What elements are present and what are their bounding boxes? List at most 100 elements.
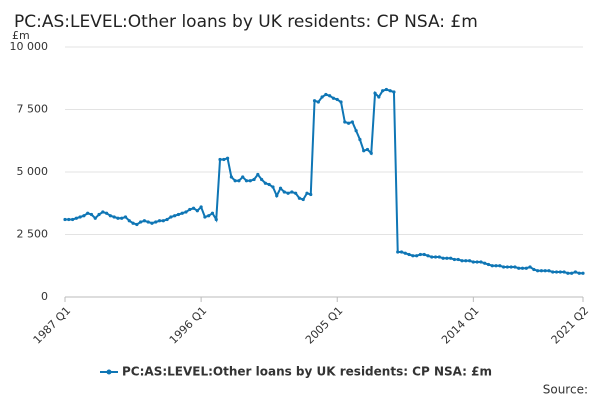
data-point (237, 179, 241, 183)
data-point (471, 260, 475, 264)
data-point (437, 255, 441, 259)
data-point (135, 222, 139, 227)
data-point (267, 182, 271, 187)
data-point (403, 251, 407, 255)
data-point (543, 269, 547, 273)
x-tick-label: 2005 Q1 (303, 304, 346, 347)
data-point (127, 219, 131, 223)
data-point (93, 216, 97, 220)
data-point (464, 259, 468, 263)
data-point (475, 260, 479, 264)
data-point (63, 217, 67, 222)
data-point (558, 270, 562, 274)
data-point (188, 207, 192, 212)
data-point (203, 215, 207, 219)
data-point (536, 269, 540, 273)
data-point (320, 95, 324, 99)
data-point (354, 129, 358, 133)
data-point (399, 250, 404, 254)
data-point (161, 219, 165, 223)
data-point (241, 175, 245, 179)
data-point (418, 252, 423, 257)
x-tick-label: 1987 Q1 (31, 304, 74, 347)
data-point (278, 186, 283, 190)
data-point (566, 271, 570, 275)
data-point (505, 265, 509, 269)
data-point (501, 265, 506, 269)
y-tick-label: 7 500 (17, 103, 49, 116)
data-point (146, 220, 150, 224)
data-point (373, 91, 377, 95)
data-point (331, 96, 336, 100)
data-point (301, 197, 305, 202)
data-point (222, 157, 226, 162)
data-point (335, 97, 339, 102)
x-tick-label: 2021 Q2 (549, 304, 592, 347)
data-point (411, 254, 415, 258)
data-point (415, 254, 419, 258)
data-point (244, 179, 249, 183)
chart-title: PC:AS:LEVEL:Other loans by UK residents:… (14, 12, 478, 32)
data-point (441, 256, 445, 260)
data-point (577, 271, 581, 275)
data-point (210, 211, 215, 215)
data-point (490, 264, 494, 268)
data-point (108, 214, 112, 218)
data-point (396, 250, 400, 254)
data-point (346, 121, 351, 125)
data-point (176, 212, 181, 217)
series-line (65, 88, 583, 275)
data-point (426, 254, 430, 258)
data-point (309, 192, 313, 197)
data-point (422, 252, 426, 257)
y-tick-label: 2 500 (17, 228, 49, 241)
data-point (532, 267, 536, 272)
data-point (218, 157, 222, 162)
data-point (350, 120, 354, 124)
data-point (392, 90, 396, 94)
data-point (316, 100, 320, 104)
data-point (433, 255, 438, 259)
data-point (328, 94, 332, 98)
data-point (554, 270, 559, 274)
data-point (430, 255, 434, 259)
data-point (150, 221, 154, 225)
data-point (290, 190, 294, 194)
data-point (78, 215, 82, 219)
legend-marker (106, 369, 112, 375)
data-point (362, 149, 366, 153)
data-point (263, 181, 267, 185)
data-point (479, 260, 483, 264)
data-point (369, 151, 373, 155)
data-point (445, 256, 449, 260)
data-point (456, 257, 460, 262)
y-unit: £m (12, 29, 30, 42)
source: Source: (543, 383, 588, 397)
data-point (271, 185, 275, 189)
data-point (377, 95, 381, 99)
data-point (74, 216, 78, 220)
data-point (104, 211, 109, 215)
data-point (154, 220, 158, 224)
data-point (384, 87, 388, 92)
data-point (305, 191, 309, 195)
data-point (520, 266, 525, 270)
data-point (365, 147, 370, 152)
data-point (581, 271, 585, 275)
y-tick-label: 0 (41, 290, 48, 303)
legend-label: PC:AS:LEVEL:Other loans by UK residents:… (122, 365, 492, 379)
data-point (260, 177, 264, 182)
data-point (248, 179, 252, 183)
data-point (517, 266, 521, 270)
data-point (233, 179, 237, 183)
data-point (573, 270, 578, 274)
data-point (452, 257, 457, 262)
y-tick-label: 5 000 (17, 165, 49, 178)
data-point (539, 269, 544, 273)
data-point (570, 271, 574, 275)
y-tick-label: 10 000 (10, 40, 49, 53)
data-point (225, 156, 230, 160)
data-point (214, 217, 218, 222)
data-point (547, 269, 551, 273)
